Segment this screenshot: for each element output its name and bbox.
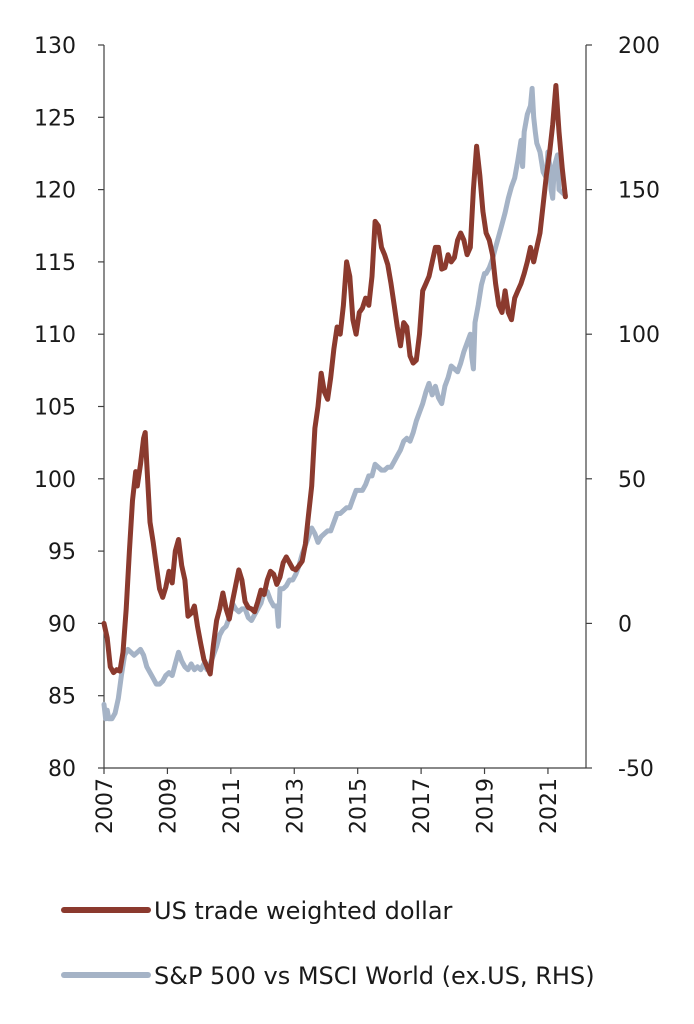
series-layer [101, 83, 568, 722]
left-tick-label: 90 [48, 612, 76, 637]
right-tick-label: 200 [618, 34, 660, 59]
x-axis: 2007 2009 2011 2013 2015 2017 2019 2021 [93, 767, 586, 834]
right-tick-label: 0 [618, 612, 632, 637]
left-tick-label: 100 [34, 468, 76, 493]
right-tick-label: 50 [618, 468, 646, 493]
left-tick-label: 115 [34, 251, 76, 276]
x-tick-label: 2011 [220, 778, 245, 834]
left-axis: 80 85 90 95 100 105 110 115 120 125 130 [34, 34, 105, 782]
left-tick-label: 105 [34, 396, 76, 421]
x-tick-label: 2015 [347, 778, 372, 834]
left-tick-label: 120 [34, 179, 76, 204]
x-tick-label: 2007 [93, 778, 118, 834]
right-axis: -50 0 50 100 150 200 [585, 34, 660, 782]
x-tick-label: 2017 [410, 778, 435, 834]
left-tick-label: 95 [48, 540, 76, 565]
x-tick-label: 2021 [537, 778, 562, 834]
x-tick-label: 2013 [283, 778, 308, 834]
left-tick-label: 125 [34, 106, 76, 131]
legend-label-dollar: US trade weighted dollar [154, 897, 453, 925]
left-tick-label: 85 [48, 685, 76, 710]
series-line-us-trade-weighted-dollar [101, 83, 568, 677]
left-tick-label: 80 [48, 757, 76, 782]
right-tick-label: 150 [618, 179, 660, 204]
legend: US trade weighted dollar S&P 500 vs MSCI… [61, 897, 595, 990]
x-tick-label: 2019 [474, 778, 499, 834]
left-tick-label: 110 [34, 323, 76, 348]
left-tick-label: 130 [34, 34, 76, 59]
right-tick-label: 100 [618, 323, 660, 348]
series-line-sp500-vs-msci-world [101, 85, 568, 722]
legend-label-sp500-vs-msci: S&P 500 vs MSCI World (ex.US, RHS) [154, 962, 595, 990]
x-tick-label: 2009 [156, 778, 181, 834]
right-tick-label: -50 [618, 757, 654, 782]
